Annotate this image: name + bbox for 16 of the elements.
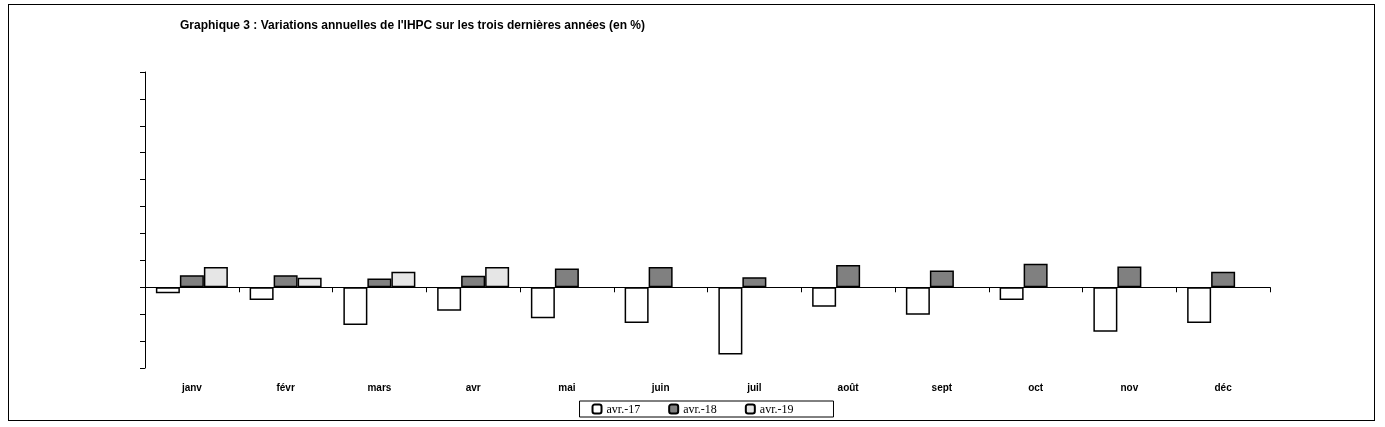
x-tick-label: mars [367, 381, 392, 393]
x-tick-label: févr [276, 381, 295, 393]
x-tick-label: janv [180, 381, 203, 393]
legend-label: avr.-19 [759, 402, 794, 416]
x-tick-label: nov [1120, 381, 1139, 393]
x-tick-label: août [837, 381, 860, 393]
x-tick-label: juin [650, 381, 670, 393]
x-tick-label: juil [746, 381, 762, 393]
x-tick-label: oct [1028, 381, 1044, 393]
x-tick-label: mai [558, 381, 576, 393]
chart-title: Graphique 3 : Variations annuelles de l'IHPC sur les trois dernières années (en %) [180, 18, 645, 32]
legend-label: avr.-17 [606, 402, 641, 416]
x-tick-label: déc [1214, 381, 1233, 393]
x-tick-label: avr [465, 381, 481, 393]
x-tick-label: sept [931, 381, 953, 393]
legend-label: avr.-18 [683, 402, 717, 416]
